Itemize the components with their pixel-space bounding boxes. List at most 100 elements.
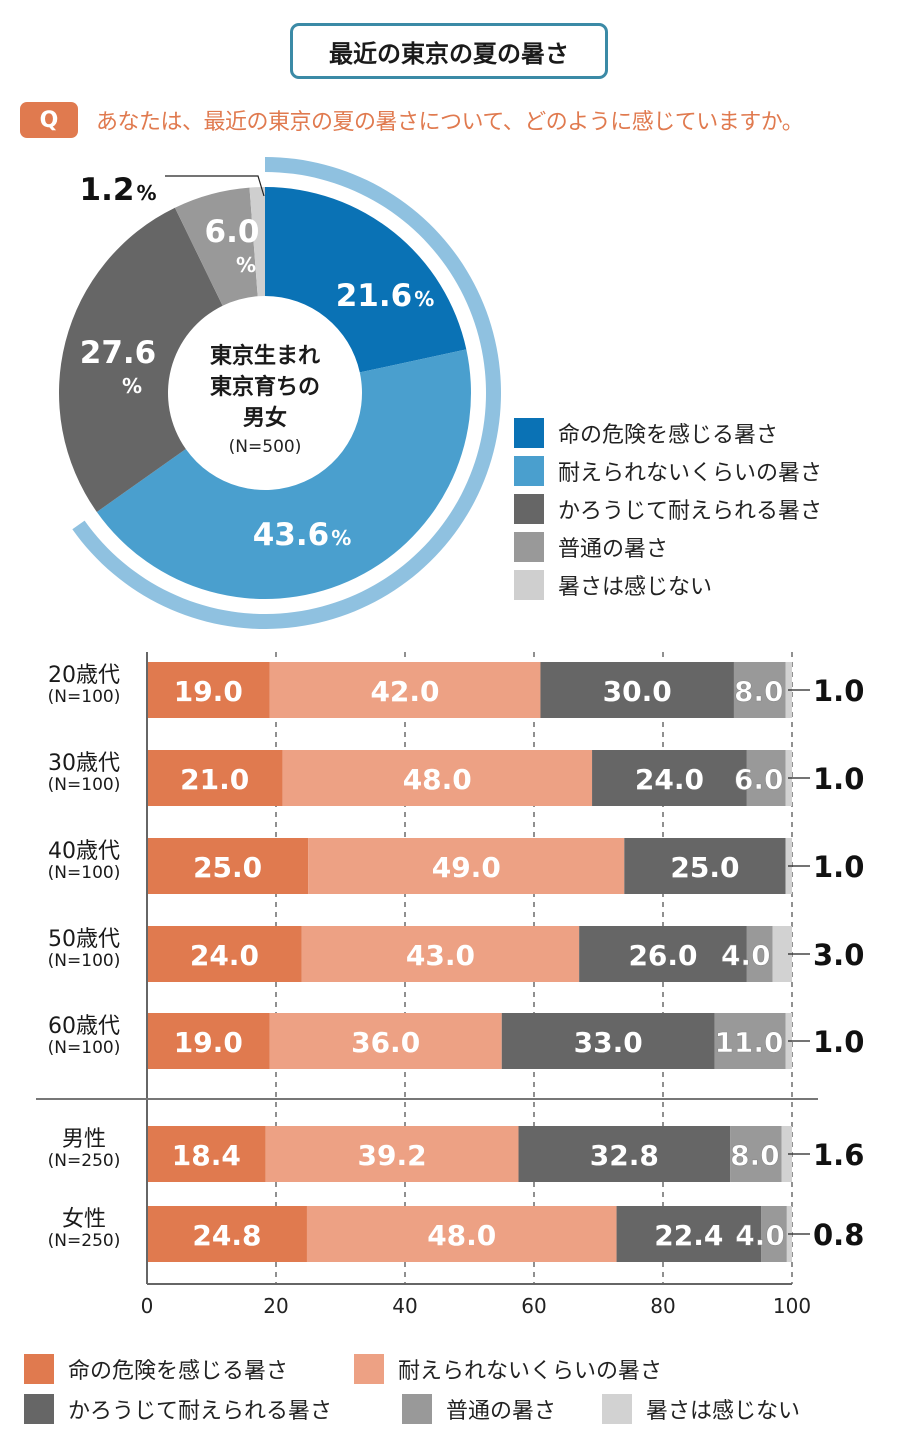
category-name: 30歳代 <box>48 751 120 776</box>
pie-slice <box>174 187 258 306</box>
bar-x-tick-label: 20 <box>263 1294 288 1318</box>
chart-title: 最近の東京の夏の暑さ <box>290 23 608 79</box>
legend-label: 命の危険を感じる暑さ <box>558 423 779 448</box>
legend-swatch <box>514 494 544 524</box>
bar-segment <box>761 1206 787 1262</box>
pie-center-label: 男女 <box>243 405 287 431</box>
bar-segment <box>616 1206 762 1262</box>
bar-outside-label: 1.0 <box>813 674 864 708</box>
pie-slice <box>96 349 472 599</box>
legend-swatch <box>354 1354 384 1384</box>
legend-label: かろうじて耐えられる暑さ <box>68 1399 333 1424</box>
legend-label: 耐えられないくらいの暑さ <box>398 1359 663 1384</box>
bar-x-tick-label: 100 <box>773 1294 811 1318</box>
bar-value-label: 22.4 <box>654 1219 723 1252</box>
bar-value-label: 30.0 <box>603 675 672 708</box>
legend-swatch <box>402 1394 432 1424</box>
bar-category-label: 40歳代 (N=100) <box>24 839 144 884</box>
pie-slice-unit: % <box>236 253 256 277</box>
bar-category-label: 60歳代 (N=100) <box>24 1014 144 1059</box>
bar-category-label: 男性 (N=250) <box>24 1127 144 1172</box>
pie-legend-item: 命の危険を感じる暑さ <box>514 414 822 452</box>
bar-value-label: 11.0 <box>714 1026 783 1059</box>
category-name: 50歳代 <box>48 927 120 952</box>
category-name: 20歳代 <box>48 663 120 688</box>
category-sample-size: (N=250) <box>47 1231 121 1252</box>
pie-slice <box>58 207 223 512</box>
pie-legend: 命の危険を感じる暑さ 耐えられないくらいの暑さ かろうじて耐えられる暑さ 普通の暑さ暑… <box>514 414 822 604</box>
category-sample-size: (N=100) <box>47 951 121 972</box>
pie-slice-label: 1.2% <box>80 172 157 208</box>
bar-segment <box>269 1013 502 1069</box>
bar-segment <box>781 1126 792 1182</box>
bar-x-tick-label: 40 <box>392 1294 417 1318</box>
bar-segment <box>772 926 792 982</box>
bar-value-label: 48.0 <box>427 1219 496 1252</box>
bar-value-label: 19.0 <box>174 1026 243 1059</box>
question-text: あなたは、最近の東京の夏の暑さについて、どのように感じていますか。 <box>96 110 804 135</box>
category-name: 女性 <box>61 1207 106 1232</box>
bar-legend-item: 暑さは感じない <box>602 1393 800 1425</box>
bar-value-label: 43.0 <box>406 939 475 972</box>
bar-segment <box>540 662 734 718</box>
bar-legend-item: かろうじて耐えられる暑さ <box>24 1393 402 1425</box>
pie-slice <box>265 187 467 373</box>
legend-label: 耐えられないくらいの暑さ <box>558 461 823 486</box>
bar-value-label: 49.0 <box>432 851 501 884</box>
bar-legend-item: 耐えられないくらいの暑さ <box>354 1353 662 1385</box>
bar-segment <box>269 662 541 718</box>
legend-swatch <box>514 570 544 600</box>
pie-slice-unit: % <box>331 526 351 550</box>
bar-segment <box>147 838 309 894</box>
bar-outside-label: 3.0 <box>813 938 864 972</box>
bar-value-label: 19.0 <box>174 675 243 708</box>
category-sample-size: (N=250) <box>47 1151 121 1172</box>
bar-segment <box>624 838 786 894</box>
bar-value-label: 24.0 <box>635 763 704 796</box>
bar-segment <box>306 1206 617 1262</box>
legend-label: 普通の暑さ <box>446 1399 557 1424</box>
bar-value-label: 39.2 <box>358 1139 427 1172</box>
bar-x-tick-label: 0 <box>141 1294 154 1318</box>
bar-segment <box>147 750 283 806</box>
bar-segment <box>746 926 773 982</box>
bar-value-label: 24.0 <box>190 939 259 972</box>
bar-outside-label: 0.8 <box>813 1218 864 1252</box>
bar-x-tick-label: 60 <box>521 1294 546 1318</box>
pie-slice-label: 43.6% <box>253 517 352 553</box>
legend-label: 暑さは感じない <box>646 1399 801 1424</box>
bar-x-tick-label: 80 <box>650 1294 675 1318</box>
pie-center-sample-size: (N=500) <box>229 437 302 457</box>
bar-value-label: 8.0 <box>734 675 784 708</box>
pie-slice <box>249 187 265 297</box>
bar-segment <box>308 838 625 894</box>
bar-value-label: 42.0 <box>370 675 439 708</box>
bar-segment <box>730 1126 782 1182</box>
bar-segment <box>147 926 302 982</box>
bar-segment <box>147 662 270 718</box>
pie-slice-label: 27.6 <box>80 335 157 371</box>
legend-swatch <box>514 418 544 448</box>
pie-slice-unit: % <box>136 181 156 205</box>
category-name: 男性 <box>61 1127 106 1152</box>
bar-legend-item: 普通の暑さ <box>402 1393 602 1425</box>
bar-value-label: 8.0 <box>730 1139 780 1172</box>
bar-segment <box>733 662 786 718</box>
bar-legend-item: 命の危険を感じる暑さ <box>24 1353 354 1385</box>
pie-slice-label: 21.6% <box>336 278 435 314</box>
bar-value-label: 33.0 <box>574 1026 643 1059</box>
legend-label: 普通の暑さ <box>558 537 669 562</box>
bar-value-label: 48.0 <box>403 763 472 796</box>
category-sample-size: (N=100) <box>47 1038 121 1059</box>
bar-legend-row: 命の危険を感じる暑さ 耐えられないくらいの暑さ <box>24 1350 884 1388</box>
pie-center-label: 東京育ちの <box>210 374 320 400</box>
pie-slice-value: 43.6 <box>253 517 330 553</box>
legend-label: かろうじて耐えられる暑さ <box>558 499 823 524</box>
bar-category-label: 50歳代 (N=100) <box>24 927 144 972</box>
bar-legend-row: かろうじて耐えられる暑さ 普通の暑さ 暑さは感じない <box>24 1390 884 1428</box>
pie-slice-value: 1.2 <box>80 172 135 208</box>
bar-value-label: 26.0 <box>628 939 697 972</box>
bar-outside-label: 1.0 <box>813 850 864 884</box>
pie-legend-item: かろうじて耐えられる暑さ <box>514 490 822 528</box>
